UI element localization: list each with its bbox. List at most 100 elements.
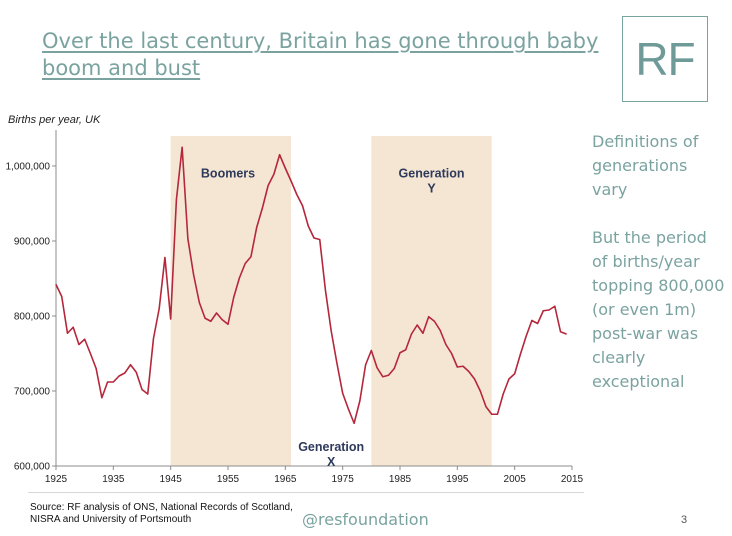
data-point-1983 [387, 374, 390, 376]
data-point-1987 [410, 333, 413, 335]
x-tick-label-1: 1935 [102, 474, 125, 485]
y-tick-label-2: 800,000 [14, 312, 51, 323]
data-point-1968 [301, 205, 304, 207]
data-point-1949 [193, 274, 195, 276]
data-point-1955 [227, 323, 229, 325]
series-line-0 [55, 146, 567, 425]
data-point-2004 [508, 378, 510, 380]
data-point-1937 [124, 372, 126, 374]
data-point-1996 [462, 365, 464, 367]
data-point-1997 [468, 370, 470, 373]
data-point-1928 [72, 326, 74, 328]
data-point-1942 [152, 337, 155, 340]
data-point-1952 [210, 320, 212, 322]
source-note: Source: RF analysis of ONS, National Rec… [30, 502, 293, 525]
data-point-1934 [107, 381, 109, 383]
data-point-1984 [393, 367, 395, 370]
data-point-1957 [238, 277, 241, 279]
data-point-2000 [485, 406, 487, 408]
data-point-1981 [376, 367, 378, 369]
data-point-1969 [307, 225, 309, 227]
data-point-1925 [55, 283, 57, 286]
data-point-1966 [290, 180, 292, 182]
data-point-1951 [204, 317, 206, 319]
data-point-1960 [256, 226, 258, 229]
x-tick-label-2: 1945 [160, 474, 183, 485]
annotation-2: Generation X [298, 440, 364, 469]
data-point-1964 [279, 154, 281, 156]
x-tick-label-8: 2005 [504, 474, 527, 485]
data-point-1958 [244, 262, 246, 265]
data-point-2012 [554, 305, 556, 307]
data-point-2003 [502, 393, 504, 395]
data-point-1970 [313, 237, 315, 239]
data-point-1927 [66, 332, 69, 334]
data-point-1939 [135, 371, 137, 373]
data-point-1940 [141, 388, 143, 391]
data-point-1954 [221, 319, 223, 321]
band-0 [170, 136, 292, 466]
data-point-1950 [198, 301, 200, 304]
data-point-1975 [342, 392, 344, 394]
data-point-1932 [95, 367, 97, 370]
data-point-1965 [284, 167, 286, 169]
band-1 [371, 136, 492, 466]
data-point-1941 [147, 393, 149, 395]
data-point-1938 [129, 364, 132, 366]
x-tick-label-9: 2015 [561, 474, 584, 485]
x-tick-label-4: 1965 [274, 474, 297, 485]
y-axis-label: Births per year, UK [8, 114, 101, 126]
data-point-1971 [319, 238, 321, 241]
data-point-1977 [353, 422, 355, 424]
social-handle: @resfoundation [302, 510, 429, 529]
data-point-2001 [491, 413, 493, 415]
data-point-1947 [181, 146, 183, 148]
x-tick-label-0: 1925 [45, 474, 68, 485]
data-point-2002 [496, 413, 499, 415]
data-point-1974 [336, 362, 338, 364]
data-point-1930 [84, 338, 86, 340]
data-point-1946 [175, 199, 177, 201]
data-point-1961 [261, 207, 263, 209]
page-number: 3 [681, 514, 688, 526]
y-tick-label-3: 900,000 [14, 237, 51, 248]
footer-divider [28, 492, 584, 493]
data-point-1995 [456, 366, 458, 368]
data-point-1926 [61, 295, 63, 298]
data-point-1990 [428, 316, 430, 318]
rf-logo: RF [622, 16, 708, 102]
data-point-1982 [382, 376, 384, 378]
data-point-1967 [296, 193, 298, 196]
side-text-definitions: Definitions of generations vary [592, 132, 699, 199]
annotation-1: Generation Y [399, 166, 465, 195]
data-point-1962 [267, 184, 269, 187]
data-point-1943 [158, 307, 160, 310]
x-tick-label-5: 1975 [332, 474, 355, 485]
data-point-1972 [324, 289, 327, 292]
data-point-1989 [422, 332, 424, 334]
data-point-1998 [473, 378, 476, 380]
data-point-1976 [347, 408, 349, 410]
data-point-1988 [416, 324, 418, 326]
y-tick-label-4: 1,000,000 [6, 162, 51, 173]
side-commentary: Definitions of generations vary But the … [592, 130, 727, 418]
data-point-1953 [215, 312, 218, 314]
data-point-1945 [170, 318, 172, 320]
data-point-1999 [479, 390, 481, 392]
data-point-1994 [451, 352, 453, 355]
data-point-2010 [542, 310, 544, 312]
data-point-1948 [187, 238, 189, 240]
data-point-1992 [439, 329, 441, 331]
data-point-1944 [164, 256, 166, 259]
data-point-1929 [78, 343, 80, 346]
data-point-1936 [118, 375, 120, 377]
side-text-exceptional: But the period of births/year topping 80… [592, 228, 725, 391]
data-point-1978 [359, 400, 361, 402]
data-point-1931 [89, 352, 91, 355]
data-point-2006 [519, 353, 522, 355]
data-point-2005 [514, 373, 516, 375]
data-point-2008 [531, 319, 533, 322]
data-point-2007 [525, 335, 527, 337]
annotation-0: Boomers [201, 166, 255, 180]
